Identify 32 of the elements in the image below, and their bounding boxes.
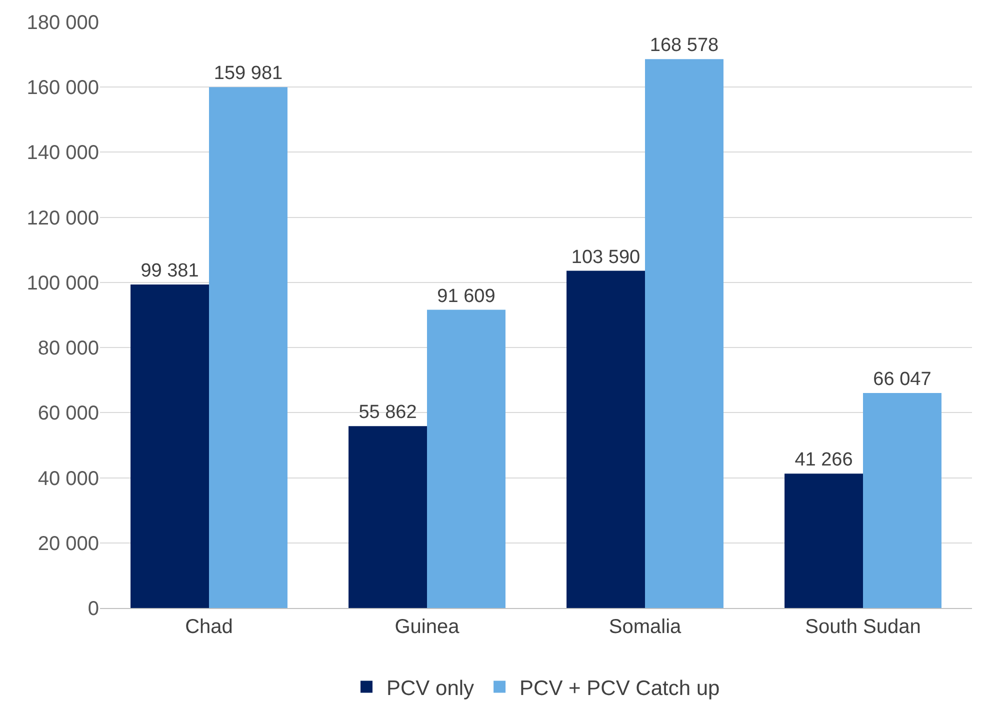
x-tick-label: Somalia (608, 616, 682, 638)
bar (427, 310, 506, 608)
bar (863, 392, 942, 608)
legend-label: PCV + PCV Catch up (520, 676, 720, 700)
data-label: 159 981 (214, 63, 283, 84)
data-label: 66 047 (873, 368, 932, 390)
data-label: 55 862 (358, 402, 417, 424)
y-tick-label: 0 (88, 598, 99, 620)
data-label: 99 381 (140, 260, 199, 282)
bar (209, 87, 288, 608)
y-tick-label: 80 000 (38, 338, 99, 360)
data-label: 103 590 (571, 246, 640, 268)
x-tick-label: Chad (185, 616, 233, 638)
data-label: 168 578 (650, 35, 719, 56)
y-tick-label: 20 000 (38, 532, 99, 555)
y-tick-label: 100 000 (26, 272, 99, 294)
y-tick-label: 40 000 (38, 468, 99, 490)
bar (348, 426, 427, 608)
bar (130, 284, 209, 608)
y-tick-label: 160 000 (26, 77, 99, 100)
bar (566, 270, 645, 608)
bar (645, 59, 724, 608)
data-label: 91 609 (437, 286, 496, 307)
bar (784, 474, 863, 608)
x-tick-label: South Sudan (805, 616, 921, 638)
y-tick-label: 120 000 (26, 207, 99, 230)
x-tick-label: Guinea (394, 616, 460, 638)
legend-label: PCV only (386, 676, 475, 700)
y-tick-label: 140 000 (26, 142, 99, 164)
y-tick-label: 180 000 (26, 12, 99, 34)
y-tick-label: 60 000 (38, 402, 99, 425)
data-label: 41 266 (794, 450, 853, 471)
